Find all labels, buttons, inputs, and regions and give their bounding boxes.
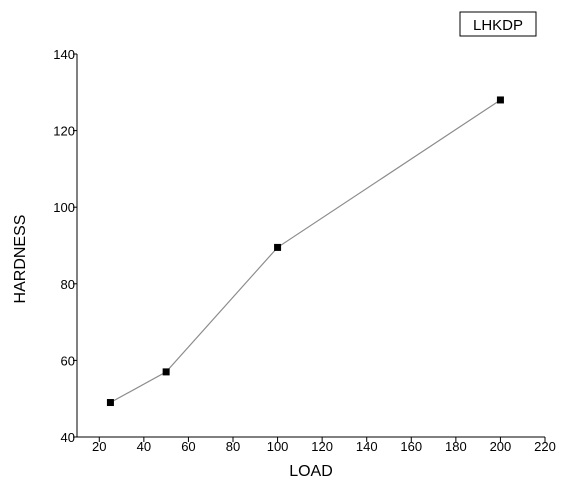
data-point-marker xyxy=(496,96,504,104)
x-tick-label: 140 xyxy=(356,439,378,454)
y-axis-title: HARDNESS xyxy=(12,215,29,304)
data-point-marker xyxy=(106,399,114,407)
data-point-marker xyxy=(274,243,282,251)
legend-label: LHKDP xyxy=(473,17,523,34)
y-tick-label: 60 xyxy=(61,353,75,368)
x-tick-label: 100 xyxy=(267,439,289,454)
series-line xyxy=(110,99,501,404)
legend: LHKDP xyxy=(459,11,537,37)
data-point-marker xyxy=(162,368,170,376)
x-tick-label: 40 xyxy=(137,439,151,454)
y-tick-label: 80 xyxy=(61,277,75,292)
x-tick-label: 160 xyxy=(400,439,422,454)
y-tick-label: 120 xyxy=(53,124,75,139)
y-tick-label: 40 xyxy=(61,430,75,445)
x-tick-label: 180 xyxy=(445,439,467,454)
y-tick-label: 140 xyxy=(53,47,75,62)
x-tick-label: 60 xyxy=(181,439,195,454)
x-tick-label: 220 xyxy=(534,439,556,454)
x-tick-label: 20 xyxy=(92,439,106,454)
x-tick-label: 120 xyxy=(311,439,333,454)
x-axis-title: LOAD xyxy=(289,463,333,479)
x-axis-ticks: 20 40 60 80 100 120 140 160 180 200 220 xyxy=(92,437,556,454)
x-tick-label: 80 xyxy=(226,439,240,454)
axes: 20 40 60 80 100 120 140 160 180 200 220 40 60 80 100 1… xyxy=(53,47,556,454)
series-layer xyxy=(106,96,504,407)
y-tick-label: 100 xyxy=(53,200,75,215)
y-axis-ticks: 40 60 80 100 120 140 xyxy=(53,47,77,445)
legend-box xyxy=(459,11,537,37)
x-tick-label: 200 xyxy=(490,439,512,454)
